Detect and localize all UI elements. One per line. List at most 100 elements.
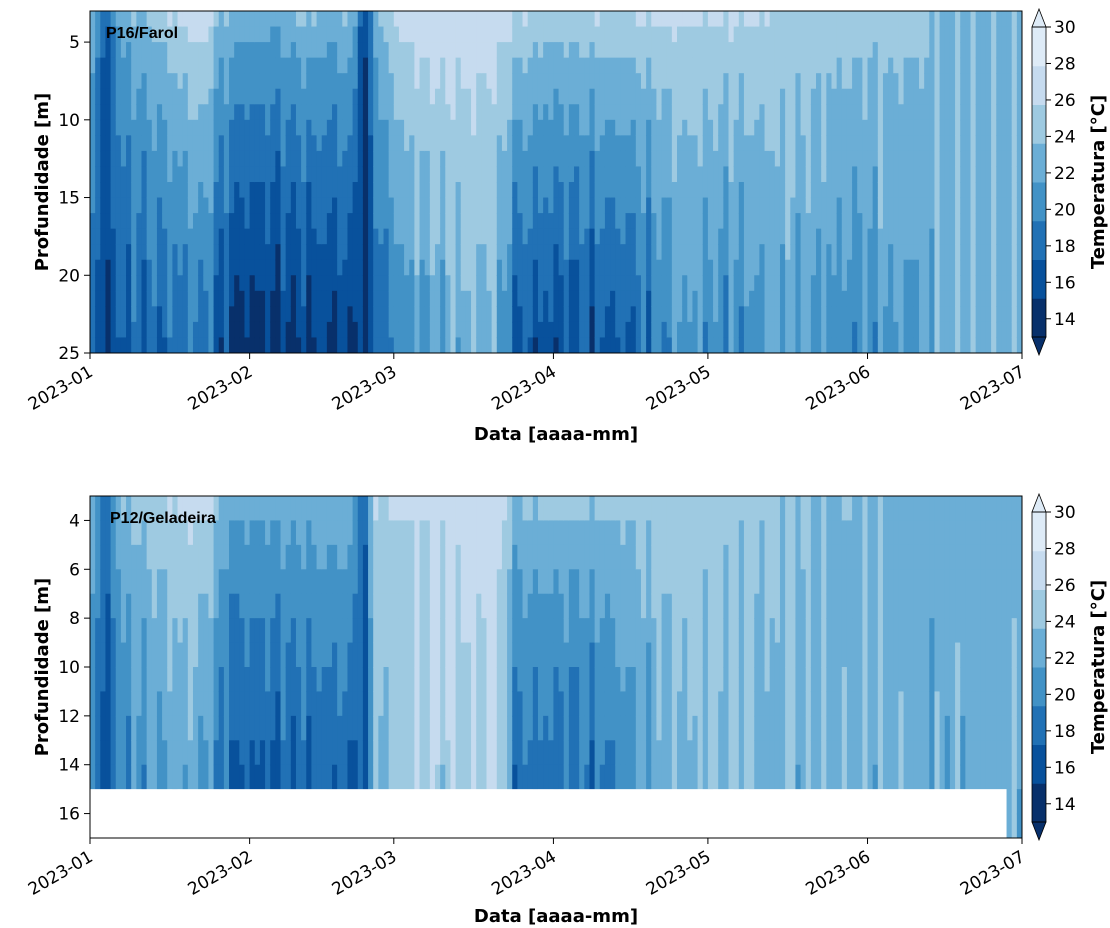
heatmap-cell	[110, 569, 117, 595]
heatmap-cell	[548, 275, 555, 292]
heatmap-cell	[872, 213, 879, 230]
heatmap-cell	[285, 715, 292, 741]
heatmap-cell	[507, 306, 513, 323]
heatmap-cell	[656, 42, 663, 59]
heatmap-cell	[872, 244, 879, 261]
heatmap-cell	[924, 337, 930, 353]
heatmap-cell	[491, 88, 498, 105]
heatmap-cell	[316, 11, 323, 28]
heatmap-cell	[465, 119, 472, 136]
heatmap-cell	[229, 667, 235, 693]
heatmap-cell	[594, 321, 601, 339]
heatmap-cell	[342, 764, 349, 790]
heatmap-cell	[440, 290, 446, 307]
heatmap-cell	[450, 73, 457, 90]
heatmap-cell	[558, 104, 565, 121]
heatmap-cell	[985, 182, 992, 199]
heatmap-cell	[151, 166, 158, 183]
heatmap-cell	[192, 569, 199, 595]
heatmap-cell	[543, 290, 549, 307]
y-tick-label: 20	[58, 266, 80, 286]
heatmap-cell	[980, 11, 987, 28]
heatmap-cell	[826, 259, 833, 276]
heatmap-cell	[677, 166, 683, 183]
heatmap-cell	[368, 119, 374, 136]
heatmap-cell	[630, 197, 637, 214]
heatmap-cell	[563, 182, 570, 199]
heatmap-cell	[877, 259, 884, 276]
heatmap-cell	[270, 764, 276, 790]
heatmap-cell	[682, 26, 688, 43]
heatmap-cell	[167, 42, 173, 59]
heatmap-cell	[970, 213, 977, 230]
heatmap-cell	[337, 88, 343, 105]
heatmap-cell	[646, 337, 652, 353]
heatmap-cell	[131, 618, 137, 644]
heatmap-cell	[177, 321, 184, 339]
heatmap-cell	[136, 73, 143, 90]
heatmap-cell	[311, 520, 318, 546]
heatmap-cell	[743, 182, 750, 199]
heatmap-cell	[90, 337, 96, 353]
heatmap-cell	[151, 42, 158, 59]
colorbar-segment	[1032, 65, 1046, 105]
heatmap-cell	[610, 182, 616, 199]
heatmap-cell	[949, 213, 956, 230]
x-axis-ticks-p16: 2023-01 2023-02 2023-03 2023-04 2023-05 2023-…	[25, 353, 1029, 415]
heatmap-cell	[975, 290, 982, 307]
heatmap-cell	[131, 228, 137, 245]
heatmap-cell	[234, 150, 240, 168]
heatmap-cell	[131, 321, 137, 339]
heatmap-cell	[651, 275, 658, 292]
heatmap-cell	[105, 104, 112, 121]
heatmap-cell	[440, 182, 446, 199]
heatmap-cell	[419, 593, 426, 619]
heatmap-cell	[229, 11, 235, 28]
heatmap-cell	[646, 150, 652, 168]
heatmap-cell	[218, 337, 225, 353]
heatmap-cell	[393, 764, 400, 790]
heatmap-cell	[610, 228, 616, 245]
heatmap-cell	[996, 104, 1002, 121]
heatmap-cell	[156, 213, 163, 230]
heatmap-cell	[579, 337, 585, 353]
heatmap-cell	[661, 104, 668, 121]
heatmap-cell	[295, 337, 302, 353]
heatmap-cell	[733, 88, 740, 105]
heatmap-cell	[409, 26, 415, 43]
heatmap-cell	[187, 569, 194, 595]
heatmap-cell	[548, 213, 555, 230]
heatmap-cell	[429, 593, 436, 619]
heatmap-cell	[677, 104, 683, 121]
heatmap-cell	[785, 11, 791, 28]
heatmap-cell	[919, 57, 925, 74]
heatmap-cell	[785, 166, 791, 183]
heatmap-cell	[362, 569, 369, 595]
heatmap-cell	[960, 244, 966, 261]
heatmap-cell	[306, 321, 313, 339]
heatmap-cell	[172, 213, 179, 230]
heatmap-cell	[929, 42, 936, 59]
heatmap-cell	[728, 259, 735, 276]
heatmap-cell	[115, 259, 122, 276]
heatmap-cell	[388, 337, 395, 353]
heatmap-cell	[208, 26, 215, 43]
heatmap-cell	[630, 166, 637, 183]
heatmap-cell	[337, 496, 343, 522]
heatmap-cell	[996, 73, 1002, 90]
heatmap-cell	[409, 88, 415, 105]
heatmap-cell	[960, 275, 966, 292]
heatmap-cell	[723, 57, 730, 74]
heatmap-cell	[635, 228, 642, 245]
heatmap-cell	[455, 73, 462, 90]
heatmap-cell	[862, 104, 869, 121]
heatmap-cell	[239, 119, 246, 136]
heatmap-cell	[146, 182, 153, 199]
heatmap-cell	[707, 42, 714, 59]
heatmap-cell	[162, 642, 168, 668]
heatmap-cell	[671, 42, 678, 59]
heatmap-cell	[311, 104, 318, 121]
heatmap-cell	[646, 57, 652, 74]
heatmap-cell	[131, 244, 137, 261]
heatmap-cell	[908, 259, 915, 276]
